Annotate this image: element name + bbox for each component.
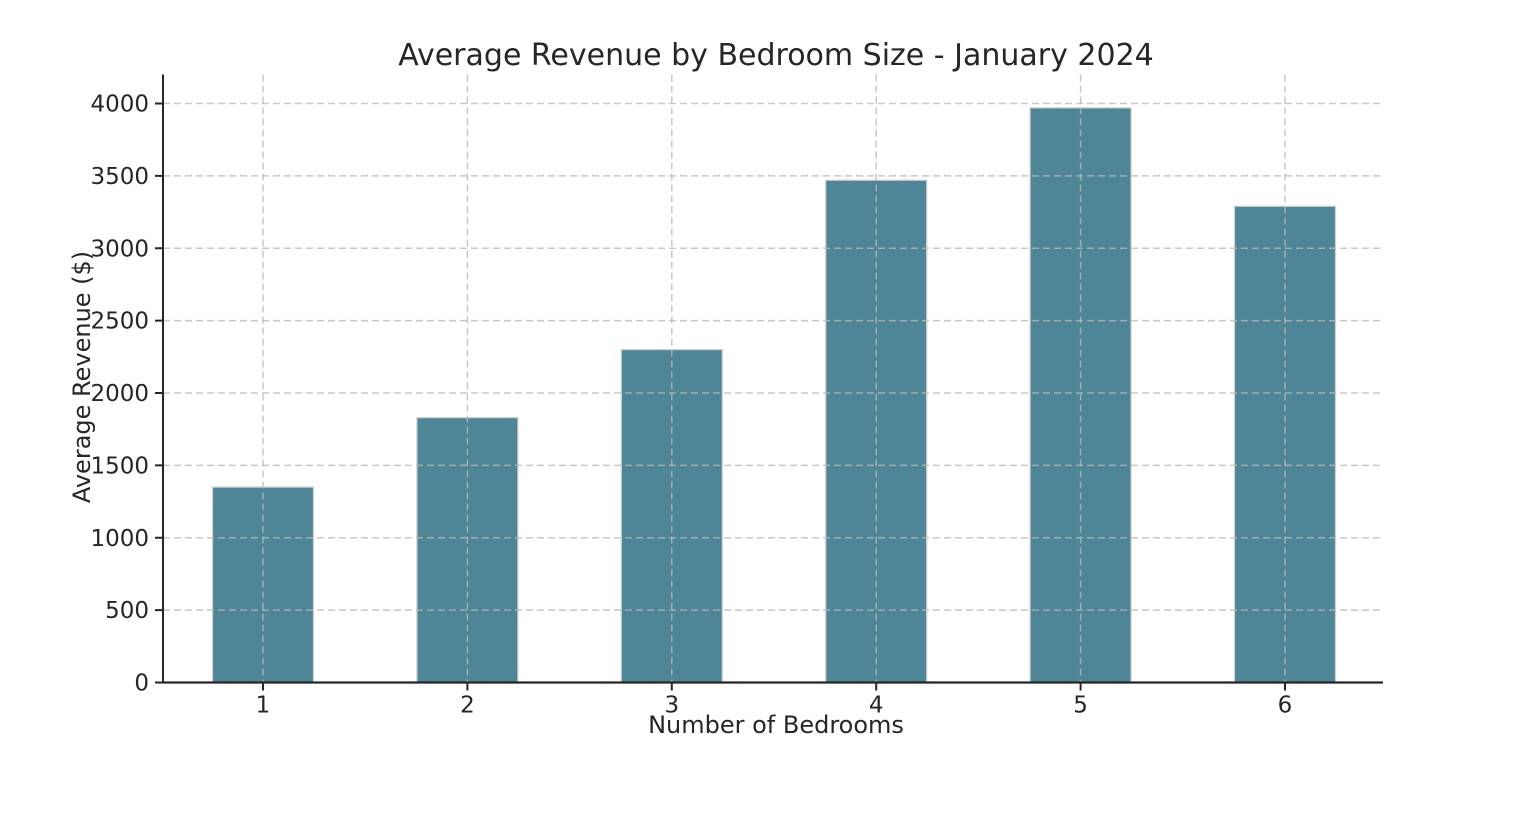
- y-tick-label: 2500: [90, 309, 149, 335]
- y-tick-label: 500: [105, 598, 149, 624]
- x-tick-label: 1: [256, 693, 271, 719]
- y-tick-label: 1000: [90, 526, 149, 552]
- grid-layer: [163, 74, 1383, 683]
- y-tick-label: 4000: [90, 92, 149, 118]
- x-tick-label: 4: [869, 693, 884, 719]
- x-tick-label: 5: [1073, 693, 1088, 719]
- y-tick-label: 1500: [90, 453, 149, 479]
- y-tick-label: 2000: [90, 381, 149, 407]
- x-tick-label: 6: [1278, 693, 1293, 719]
- y-tick-label: 0: [134, 671, 149, 697]
- axis-ticks: [155, 102, 1286, 691]
- bars-layer: [211, 107, 1337, 684]
- chart-title: Average Revenue by Bedroom Size - Januar…: [398, 38, 1154, 73]
- x-tick-label: 2: [460, 693, 475, 719]
- x-axis-label: Number of Bedrooms: [648, 711, 904, 739]
- y-tick-label: 3000: [90, 236, 149, 262]
- x-tick-label: 3: [664, 693, 679, 719]
- axes-spines: [162, 74, 1383, 684]
- tick-labels: 0 500 1000 1500 2000 2500 3000 3500 4000 1 2 3 4 5 6: [90, 92, 1292, 719]
- y-axis-label: Average Revenue ($): [68, 251, 96, 503]
- y-tick-label: 3500: [90, 164, 149, 190]
